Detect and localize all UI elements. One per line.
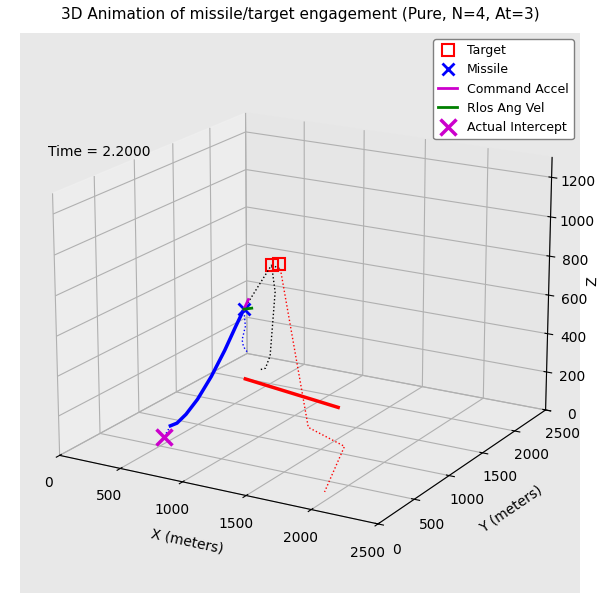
Title: 3D Animation of missile/target engagement (Pure, N=4, At=3): 3D Animation of missile/target engagemen… bbox=[61, 7, 539, 22]
Y-axis label: Y (meters): Y (meters) bbox=[476, 482, 544, 535]
X-axis label: X (meters): X (meters) bbox=[149, 527, 224, 556]
Legend: Target, Missile, Command Accel, Rlos Ang Vel, Actual Intercept: Target, Missile, Command Accel, Rlos Ang… bbox=[433, 39, 574, 139]
Text: Time = 2.2000: Time = 2.2000 bbox=[48, 145, 151, 159]
